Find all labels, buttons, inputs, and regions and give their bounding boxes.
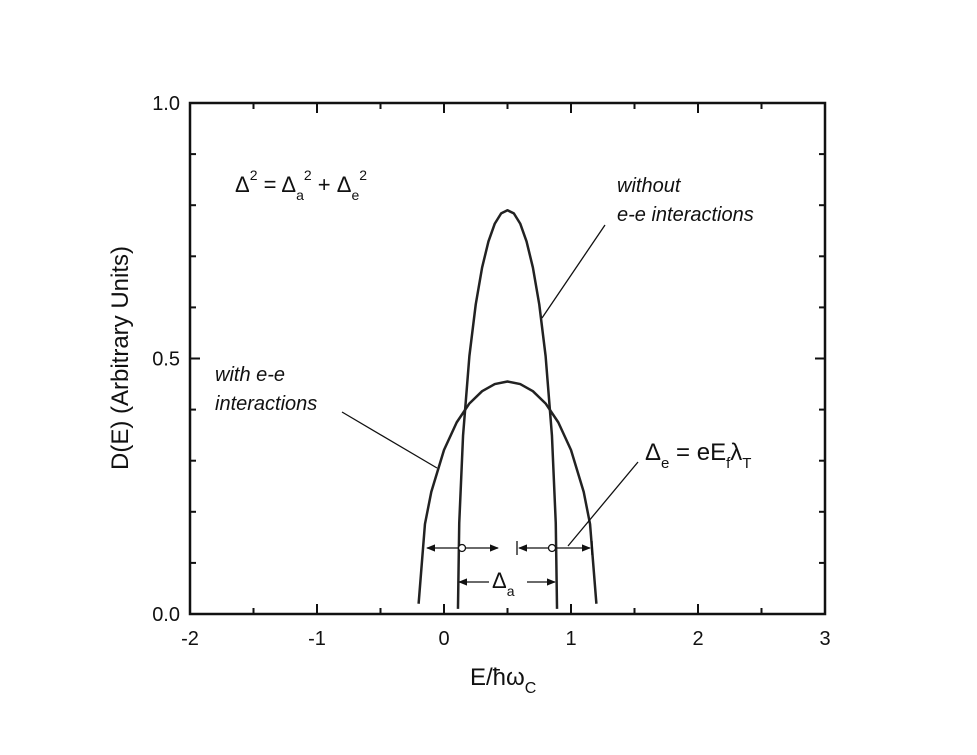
y-tick-label: 1.0 bbox=[152, 93, 180, 115]
x-tick-label: 1 bbox=[565, 628, 576, 650]
width-markers bbox=[426, 541, 593, 586]
x-tick-label: -1 bbox=[308, 628, 326, 650]
leader-line bbox=[541, 224, 606, 319]
x-tick-label: 0 bbox=[438, 628, 449, 650]
leader-line bbox=[341, 411, 438, 469]
y-tick-label: 0.0 bbox=[152, 604, 180, 626]
annotation: e-e interactions bbox=[617, 204, 754, 226]
x-tick-label: 3 bbox=[819, 628, 830, 650]
delta-e-annotation: Δe = eEfλT bbox=[645, 439, 751, 472]
y-axis-label: D(E) (Arbitrary Units) bbox=[107, 246, 134, 470]
series-line bbox=[456, 209, 559, 609]
y-tick-label: 0.5 bbox=[152, 349, 180, 371]
series-line bbox=[417, 380, 598, 604]
equation: Δ2 = Δa2 + Δe2 bbox=[235, 167, 367, 203]
annotation: without bbox=[617, 175, 682, 197]
x-axis-label: E/ħωC bbox=[470, 664, 536, 697]
annotation: with e-e bbox=[215, 364, 285, 386]
annotation: interactions bbox=[215, 393, 317, 415]
x-tick-label: -2 bbox=[181, 628, 199, 650]
delta-a-annotation: Δa bbox=[492, 568, 515, 599]
leader-line bbox=[567, 461, 639, 547]
x-tick-label: 2 bbox=[692, 628, 703, 650]
